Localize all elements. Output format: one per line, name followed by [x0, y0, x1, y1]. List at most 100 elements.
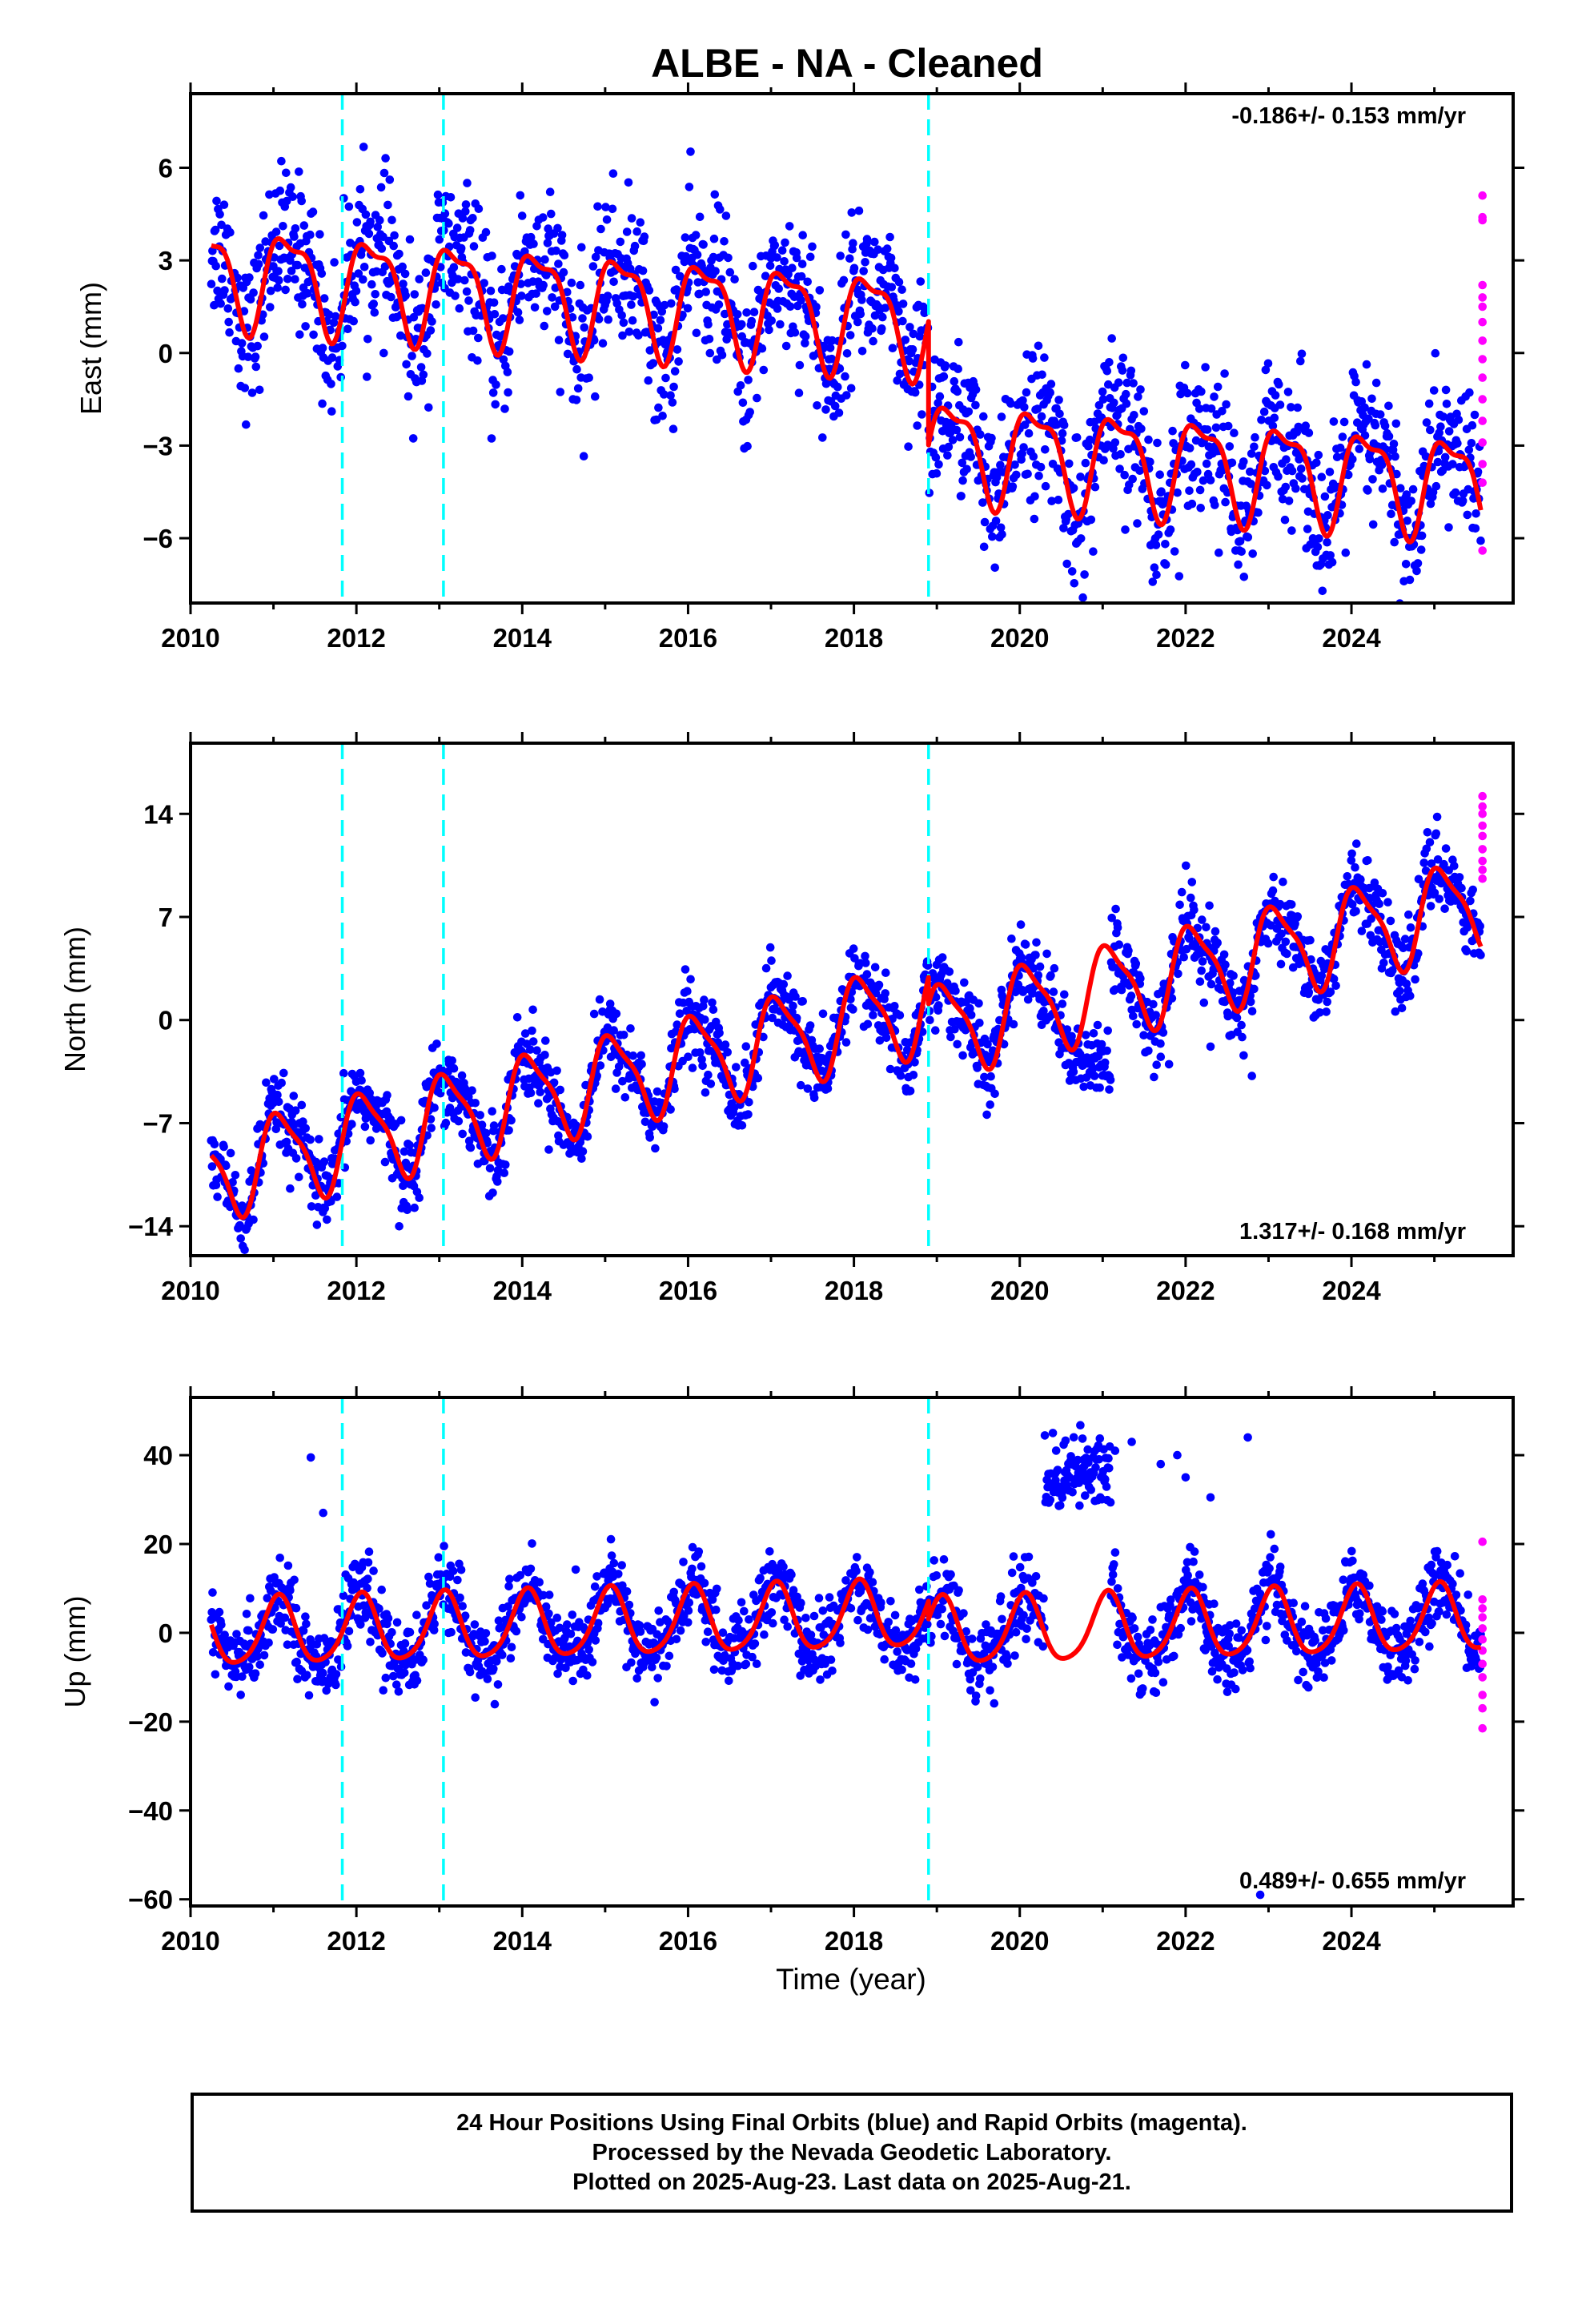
- final-orbit-point: [1202, 923, 1211, 932]
- final-orbit-point: [1466, 896, 1475, 906]
- final-orbit-point: [1458, 497, 1468, 505]
- final-orbit-point: [487, 434, 496, 443]
- final-orbit-point: [210, 300, 219, 310]
- final-orbit-point: [703, 1627, 713, 1636]
- final-orbit-point: [539, 1590, 548, 1600]
- final-orbit-point: [594, 315, 604, 324]
- final-orbit-point: [344, 202, 354, 211]
- final-orbit-point: [893, 376, 901, 385]
- final-orbit-point: [1439, 412, 1448, 421]
- final-orbit-point: [917, 410, 926, 419]
- final-orbit-point: [880, 1655, 889, 1664]
- plot-frame: [189, 92, 1515, 605]
- final-orbit-point: [1315, 1008, 1324, 1017]
- final-orbit-point: [885, 232, 894, 242]
- final-orbit-point: [1156, 1039, 1165, 1048]
- final-orbit-point: [1121, 525, 1130, 534]
- final-orbit-point: [435, 235, 444, 244]
- final-orbit-point: [311, 1191, 320, 1200]
- final-orbit-point: [1274, 472, 1283, 481]
- final-orbit-point: [1016, 920, 1026, 929]
- rapid-orbit-point: [1478, 280, 1487, 290]
- final-orbit-point: [1152, 570, 1161, 579]
- final-orbit-point: [504, 1602, 512, 1611]
- final-orbit-point: [609, 277, 618, 287]
- final-orbit-point: [591, 392, 600, 401]
- final-orbit-point: [1006, 399, 1015, 408]
- final-orbit-point: [605, 999, 615, 1008]
- final-orbit-point: [1433, 457, 1443, 467]
- final-orbit-point: [1095, 1083, 1104, 1092]
- final-orbit-point: [359, 275, 367, 284]
- final-orbit-point: [660, 300, 669, 310]
- final-orbit-point: [877, 324, 886, 333]
- final-orbit-point: [283, 275, 292, 283]
- final-orbit-point: [845, 331, 855, 340]
- final-orbit-point: [1139, 407, 1149, 416]
- final-orbit-point: [958, 1051, 967, 1060]
- final-orbit-point: [823, 1084, 833, 1093]
- final-orbit-point: [1151, 1011, 1160, 1019]
- final-orbit-point: [381, 1673, 391, 1683]
- final-orbit-point: [683, 987, 692, 995]
- final-orbit-point: [392, 1680, 401, 1689]
- final-orbit-point: [797, 296, 805, 305]
- final-orbit-point: [749, 308, 759, 317]
- final-orbit-point: [589, 336, 599, 345]
- final-orbit-point: [1422, 418, 1431, 427]
- final-orbit-point: [1226, 979, 1235, 987]
- final-orbit-point: [709, 1005, 718, 1014]
- final-orbit-point: [456, 1593, 464, 1602]
- final-orbit-point: [1332, 452, 1342, 461]
- final-orbit-point: [352, 218, 362, 227]
- final-orbit-point: [488, 1188, 497, 1197]
- final-orbit-point: [923, 961, 933, 970]
- final-orbit-point: [1402, 490, 1411, 499]
- final-orbit-point: [1218, 407, 1227, 416]
- final-orbit-point: [878, 312, 887, 322]
- final-orbit-point: [530, 303, 540, 312]
- final-orbit-point: [373, 223, 383, 231]
- final-orbit-point: [388, 1671, 398, 1681]
- final-orbit-point: [836, 1638, 845, 1647]
- final-orbit-point: [232, 1630, 241, 1638]
- final-orbit-point: [295, 330, 304, 340]
- final-orbit-point: [446, 193, 456, 202]
- final-orbit-point: [429, 1626, 439, 1634]
- x-tick-label: 2016: [659, 1276, 717, 1305]
- rapid-orbit-point: [1478, 215, 1487, 225]
- final-orbit-point: [275, 186, 285, 195]
- final-orbit-point: [1221, 960, 1230, 969]
- final-orbit-point: [534, 1099, 543, 1108]
- final-orbit-point: [700, 1578, 709, 1588]
- final-orbit-point: [1303, 525, 1312, 533]
- final-orbit-point: [415, 1193, 424, 1202]
- final-orbit-point: [938, 953, 947, 962]
- final-orbit-point: [547, 1618, 556, 1627]
- final-orbit-point: [652, 1087, 662, 1096]
- final-orbit-point: [670, 367, 680, 376]
- final-orbit-point: [1085, 435, 1094, 444]
- final-orbit-point: [974, 999, 983, 1008]
- final-orbit-point: [909, 1071, 918, 1080]
- final-orbit-point: [948, 436, 958, 444]
- final-orbit-point: [589, 1009, 599, 1019]
- final-orbit-point: [303, 1671, 311, 1679]
- final-orbit-point: [1114, 940, 1124, 949]
- final-orbit-point: [608, 204, 617, 214]
- final-orbit-point: [1284, 497, 1294, 505]
- final-orbit-point: [1269, 872, 1278, 882]
- final-orbit-point: [409, 312, 419, 322]
- final-orbit-point: [544, 1145, 553, 1154]
- final-orbit-point: [1207, 979, 1216, 989]
- final-orbit-point: [507, 1642, 516, 1652]
- final-orbit-point: [1081, 1031, 1090, 1039]
- final-orbit-point: [468, 326, 478, 336]
- final-orbit-point: [856, 309, 865, 319]
- final-orbit-point: [645, 1133, 654, 1142]
- final-orbit-point: [1287, 403, 1295, 412]
- final-orbit-point: [813, 401, 821, 410]
- final-orbit-point: [1161, 540, 1170, 549]
- final-orbit-point: [1139, 1031, 1148, 1039]
- final-orbit-point: [619, 318, 628, 328]
